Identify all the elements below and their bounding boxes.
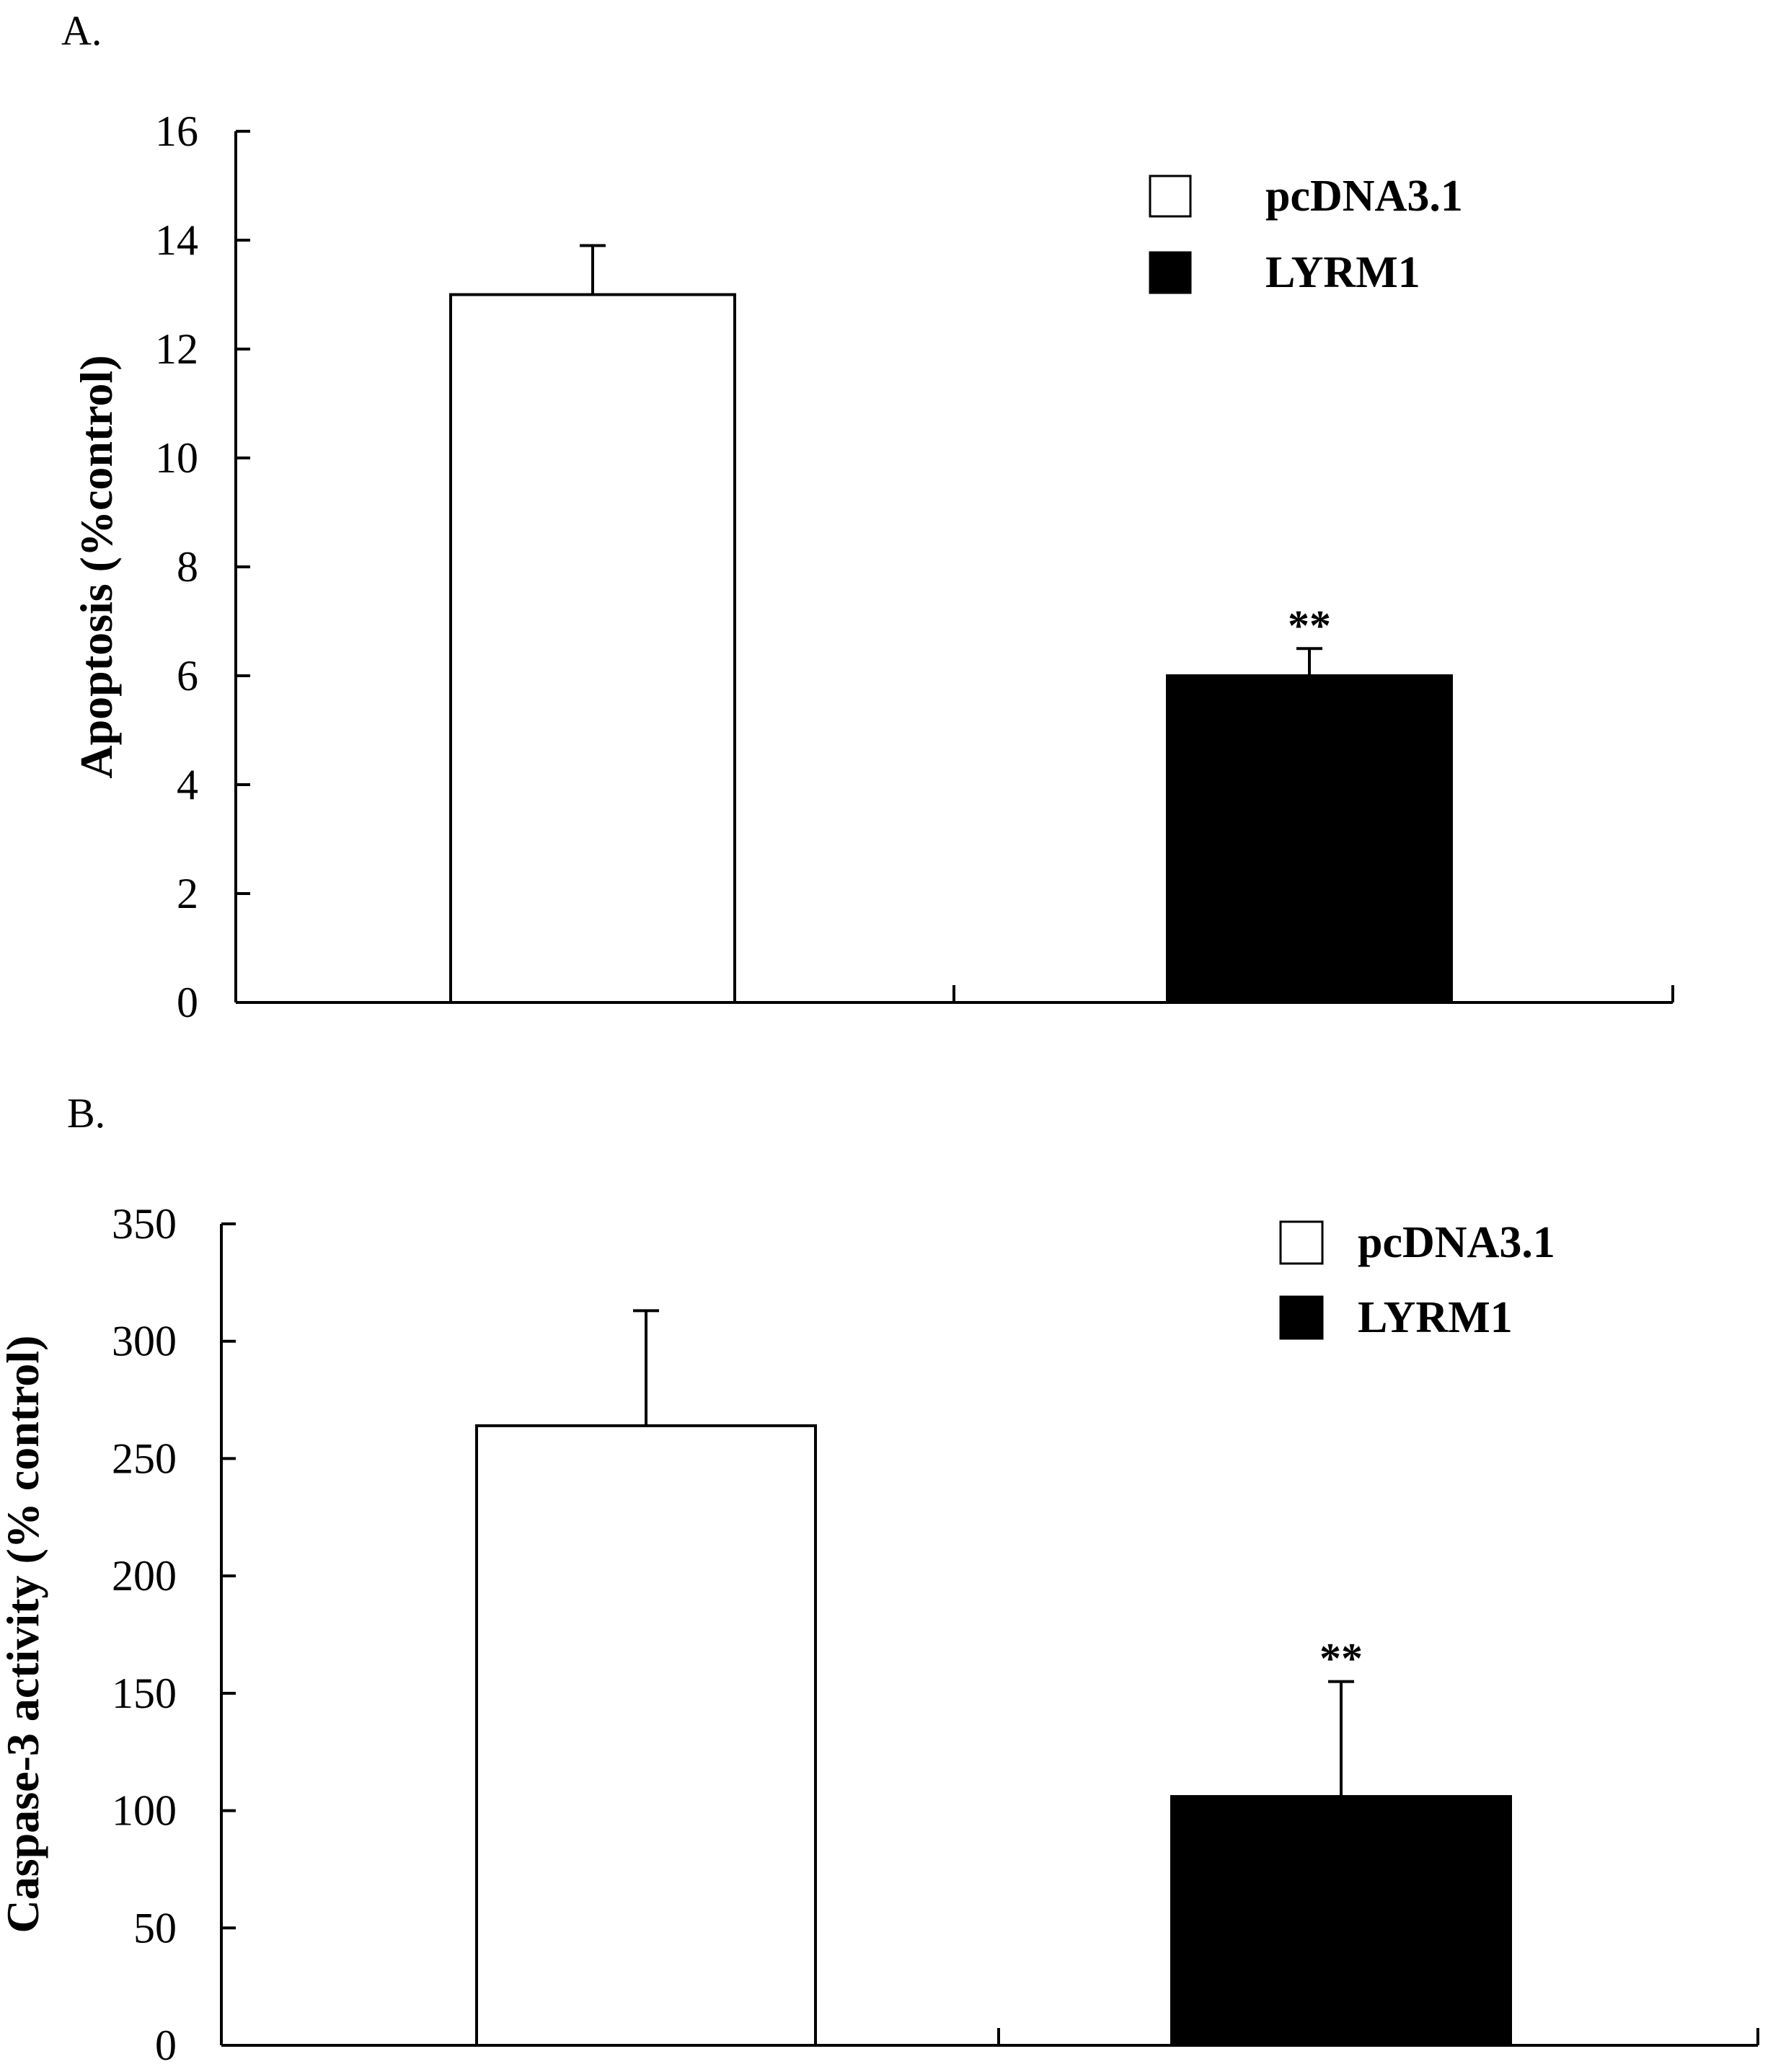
chart-panel-a: A. 0 2 4 6 8 10 12 14 16 Apoptosis (%control) ** pcD… bbox=[61, 7, 1674, 1026]
y-tick-label: 150 bbox=[112, 1670, 177, 1717]
panel-label: A. bbox=[61, 7, 102, 54]
y-tick-label: 12 bbox=[155, 325, 198, 373]
y-tick-label: 6 bbox=[177, 652, 198, 700]
y-tick-label: 4 bbox=[177, 761, 198, 808]
y-axis-title: Caspase-3 activity (% control) bbox=[0, 1336, 48, 1934]
bar-lyrm1 bbox=[1166, 674, 1453, 1004]
y-tick-label: 10 bbox=[155, 434, 198, 482]
chart-panel-b: B. 0 50 100 150 200 250 300 350 Caspase-3 activit… bbox=[0, 1090, 1759, 2069]
y-tick-label: 0 bbox=[155, 2022, 177, 2069]
legend-swatch bbox=[1149, 251, 1192, 294]
y-tick-label: 14 bbox=[155, 216, 198, 264]
legend-label: pcDNA3.1 bbox=[1358, 1218, 1555, 1267]
y-tick-label: 16 bbox=[155, 107, 198, 155]
legend-swatch bbox=[1279, 1220, 1324, 1265]
y-tick-label: 200 bbox=[112, 1552, 177, 1600]
y-tick-label: 0 bbox=[177, 979, 198, 1026]
y-tick-label: 8 bbox=[177, 543, 198, 591]
legend-swatch bbox=[1279, 1295, 1324, 1340]
bar-lyrm1 bbox=[1170, 1795, 1512, 2047]
y-tick-label: 250 bbox=[112, 1434, 177, 1482]
legend-swatch bbox=[1149, 175, 1192, 218]
y-tick-label: 50 bbox=[133, 1904, 177, 1952]
y-tick-label: 2 bbox=[177, 870, 198, 917]
legend-label: pcDNA3.1 bbox=[1265, 172, 1463, 221]
y-tick-label: 350 bbox=[112, 1200, 177, 1248]
significance-mark: ** bbox=[1288, 601, 1331, 649]
panel-label: B. bbox=[67, 1090, 105, 1137]
significance-mark: ** bbox=[1319, 1635, 1363, 1683]
bar-pcdna3-1 bbox=[449, 293, 736, 1004]
legend-label: LYRM1 bbox=[1265, 248, 1420, 297]
y-tick-label: 100 bbox=[112, 1787, 177, 1835]
legend-label: LYRM1 bbox=[1358, 1293, 1513, 1342]
bar-pcdna3-1 bbox=[475, 1424, 817, 2047]
y-axis-title: Apoptosis (%control) bbox=[71, 355, 122, 778]
y-tick-label: 300 bbox=[112, 1318, 177, 1365]
